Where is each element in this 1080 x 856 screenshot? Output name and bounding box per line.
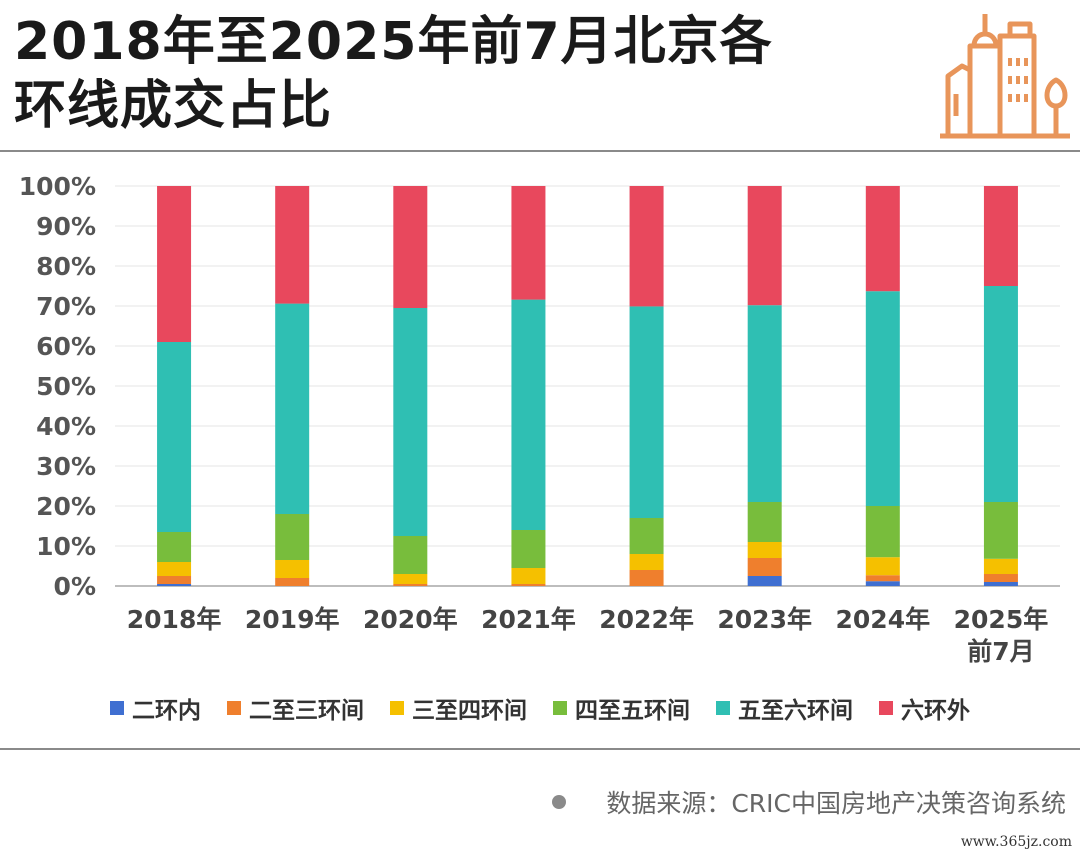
bar-segment: [983, 186, 1018, 286]
bar-segment: [511, 186, 546, 300]
bar-segment: [747, 186, 782, 306]
y-tick-label: 80%: [36, 252, 96, 281]
stacked-bar-chart: 0% 10% 20% 30% 40% 50% 60% 70% 80% 90% 100% 2018年 2…: [19, 172, 1060, 666]
y-tick-label: 10%: [36, 532, 96, 561]
bottom-divider: [0, 748, 1080, 750]
bar-segment: [983, 582, 1018, 586]
x-tick-label: 前7月: [967, 637, 1034, 666]
y-tick-label: 100%: [19, 172, 96, 201]
bullet-dot-icon: [552, 795, 567, 809]
bar-segment: [865, 581, 900, 586]
y-tick-label: 60%: [36, 332, 96, 361]
y-tick-label: 50%: [36, 372, 96, 401]
site-watermark: www.365jz.com: [960, 834, 1072, 850]
legend-swatch: [390, 701, 404, 715]
bar-segment: [747, 305, 782, 502]
bar-segment: [275, 186, 310, 304]
legend-swatch: [553, 701, 567, 715]
y-tick-label: 20%: [36, 492, 96, 521]
y-tick-label: 30%: [36, 452, 96, 481]
legend-item: 五至六环间: [716, 691, 853, 725]
x-tick-label: 2019年: [245, 605, 340, 634]
y-tick-label: 0%: [54, 572, 96, 601]
bar-segment: [275, 560, 310, 578]
bar-segment: [511, 299, 546, 530]
title-line-1: 2018年至2025年前7月北京各: [14, 12, 773, 72]
bar-segment: [157, 532, 192, 562]
y-tick-label: 40%: [36, 412, 96, 441]
bar-segment: [629, 518, 664, 554]
x-tick-label: 2018年: [127, 605, 222, 634]
x-tick-label: 2020年: [363, 605, 458, 634]
legend-label: 六环外: [901, 698, 970, 724]
legend-swatch: [227, 701, 241, 715]
bar-segment: [865, 186, 900, 292]
bar-segment: [747, 542, 782, 558]
bar-segment: [865, 506, 900, 558]
data-source: 数据来源：CRIC中国房地产决策咨询系统: [552, 784, 1066, 820]
x-tick-label: 2022年: [599, 605, 694, 634]
bar-segment: [511, 568, 546, 584]
bar-segment: [393, 536, 428, 574]
legend-swatch: [716, 701, 730, 715]
chart-legend: 二环内 二至三环间 三至四环间 四至五环间 五至六环间 六环外: [0, 688, 1080, 728]
bar-segment: [157, 576, 192, 584]
legend-swatch: [879, 701, 893, 715]
bar-segment: [157, 342, 192, 532]
bar-segment: [393, 574, 428, 584]
x-tick-label: 2025年: [954, 605, 1049, 634]
top-divider: [0, 150, 1080, 152]
bar-segment: [865, 557, 900, 576]
bar-segment: [983, 502, 1018, 559]
legend-item: 三至四环间: [390, 691, 527, 725]
legend-swatch: [110, 701, 124, 715]
bar-segment: [747, 502, 782, 542]
bar-segment: [865, 291, 900, 506]
bar-segment: [629, 554, 664, 570]
legend-item: 二至三环间: [227, 691, 364, 725]
bar-segment: [629, 186, 664, 307]
legend-label: 四至五环间: [575, 698, 690, 724]
legend-item: 二环内: [110, 691, 201, 725]
bar-segment: [393, 584, 428, 586]
bar-segment: [393, 186, 428, 308]
bar-segment: [983, 574, 1018, 582]
bar-segment: [511, 584, 546, 586]
bar-segment: [157, 186, 192, 342]
bar-segment: [393, 308, 428, 536]
buildings-icon: [940, 14, 1070, 139]
legend-label: 三至四环间: [412, 698, 527, 724]
legend-label: 二环内: [132, 698, 201, 724]
bar-segment: [629, 306, 664, 518]
page-title: 2018年至2025年前7月北京各 环线成交占比: [14, 10, 914, 138]
y-tick-label: 70%: [36, 292, 96, 321]
x-tick-label: 2021年: [481, 605, 576, 634]
x-tick-label: 2024年: [836, 605, 931, 634]
bar-segment: [157, 562, 192, 576]
title-line-2: 环线成交占比: [14, 76, 333, 136]
bar-segment: [275, 303, 310, 514]
bar-segment: [157, 584, 192, 586]
x-tick-label: 2023年: [717, 605, 812, 634]
legend-item: 六环外: [879, 691, 970, 725]
bar-segment: [275, 578, 310, 586]
bar-segment: [275, 514, 310, 560]
bar-segment: [747, 576, 782, 586]
source-label: 数据来源：CRIC中国房地产决策咨询系统: [606, 789, 1066, 818]
bar-segment: [747, 558, 782, 576]
bar-segment: [865, 575, 900, 582]
legend-label: 五至六环间: [738, 698, 853, 724]
bar-segment: [511, 530, 546, 568]
legend-item: 四至五环间: [553, 691, 690, 725]
y-tick-label: 90%: [36, 212, 96, 241]
bar-segment: [983, 558, 1018, 574]
bar-segment: [629, 570, 664, 586]
bar-segment: [983, 286, 1018, 502]
legend-label: 二至三环间: [249, 698, 364, 724]
